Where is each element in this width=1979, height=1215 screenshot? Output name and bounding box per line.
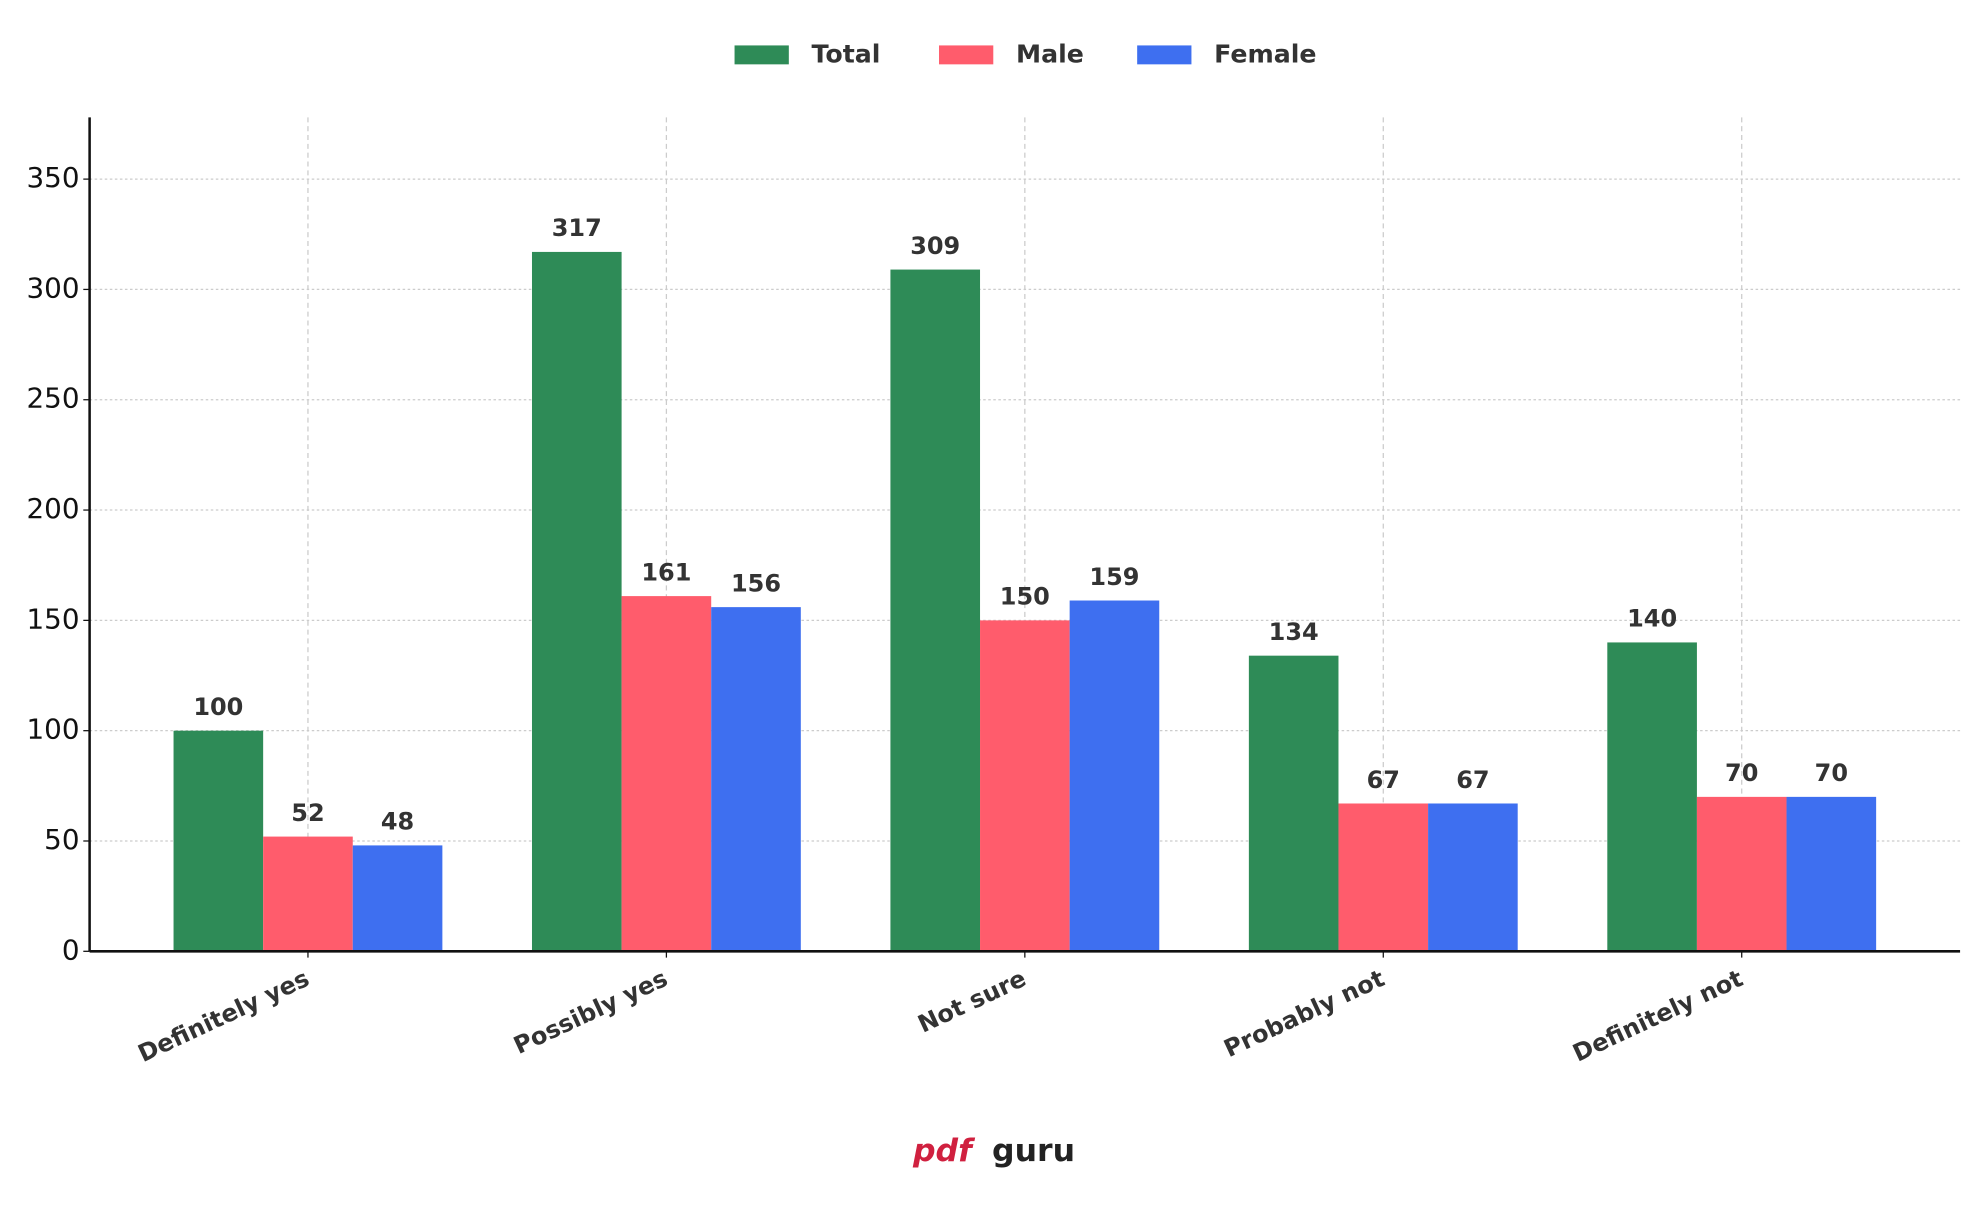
x-tick-label: Not sure [914, 964, 1031, 1038]
y-tick-label: 350 [27, 161, 80, 194]
x-tick-label: Probably not [1220, 964, 1389, 1063]
x-tick-label: Definitely not [1569, 964, 1748, 1067]
y-tick-label: 0 [62, 933, 80, 966]
value-label: 52 [291, 799, 324, 827]
value-label: 159 [1089, 563, 1139, 591]
watermark-pdf: pdf [912, 1133, 976, 1169]
x-tick-label: Definitely yes [134, 964, 314, 1068]
legend-swatch [1137, 45, 1192, 65]
y-tick-label: 100 [27, 713, 80, 746]
value-label: 67 [1456, 766, 1489, 794]
bar [1069, 600, 1160, 952]
bar [352, 845, 443, 952]
value-label: 100 [193, 693, 243, 721]
bar [1786, 796, 1877, 952]
watermark-guru: guru [992, 1133, 1075, 1169]
value-label: 134 [1269, 618, 1319, 646]
value-label: 48 [381, 808, 414, 836]
legend-label: Male [1016, 40, 1084, 69]
bar [1428, 803, 1518, 952]
bar [173, 730, 264, 952]
legend-swatch [939, 45, 994, 65]
bar [711, 607, 801, 952]
bar [980, 620, 1070, 952]
y-tick-label: 50 [44, 823, 79, 856]
value-label: 70 [1725, 759, 1758, 787]
bar [531, 251, 622, 952]
bar [890, 269, 981, 952]
legend-label: Female [1214, 40, 1316, 69]
bar [1338, 803, 1429, 952]
x-tick-label: Possibly yes [509, 964, 672, 1060]
y-tick-label: 200 [27, 492, 80, 525]
value-label: 67 [1367, 766, 1400, 794]
value-label: 317 [552, 214, 602, 242]
value-label: 70 [1815, 759, 1848, 787]
y-tick-label: 150 [27, 602, 80, 635]
value-label: 140 [1627, 605, 1677, 633]
bar [1607, 642, 1697, 952]
y-tick-label: 300 [27, 271, 80, 304]
bar [263, 836, 353, 952]
bar [621, 596, 712, 952]
value-label: 161 [641, 558, 691, 586]
value-label: 150 [1000, 583, 1050, 611]
bar [1248, 655, 1339, 952]
legend-label: Total [812, 40, 881, 69]
value-label: 309 [910, 232, 960, 260]
value-label: 156 [731, 569, 781, 597]
y-tick-label: 250 [27, 382, 80, 415]
legend-swatch [734, 45, 789, 65]
bar [1696, 796, 1787, 952]
